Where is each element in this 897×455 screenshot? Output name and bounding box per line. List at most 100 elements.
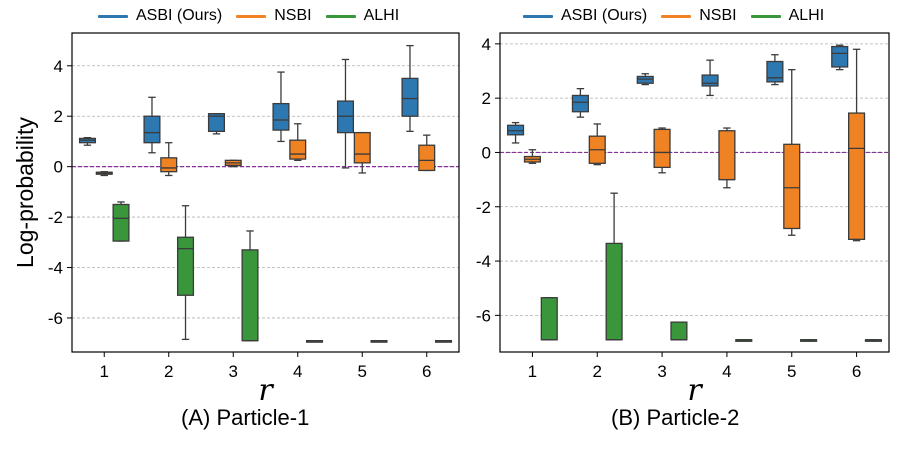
box-body: [670, 321, 688, 341]
legend-swatch-nsbi: [661, 14, 692, 18]
x-tick-label: 6: [422, 362, 431, 381]
legend-item-alhi: ALHI: [325, 7, 400, 25]
x-tick-label: 3: [657, 362, 666, 381]
legend-item-asbi: ASBI (Ours): [523, 7, 647, 25]
box-alhi-r2: [605, 192, 623, 341]
box-nsbi-r6: [848, 48, 866, 242]
box-nsbi-r5: [783, 69, 801, 236]
legend-label-alhi: ALHI: [788, 7, 825, 24]
y-tick-label: 0: [54, 158, 63, 177]
box-asbi-r6: [401, 44, 419, 132]
box-nsbi-r6: [418, 134, 436, 172]
x-axis-label: r: [687, 373, 703, 408]
box-alhi-r6: [434, 340, 453, 343]
box-nsbi-r5: [353, 131, 371, 174]
box-asbi-r3: [207, 113, 226, 135]
box-body: [241, 249, 259, 342]
box-alhi-r5: [800, 339, 818, 342]
box-body: [766, 60, 784, 83]
box-body: [401, 77, 419, 117]
box-nsbi-r2: [588, 123, 606, 166]
panel-a: -6 -4 -2 0 2 4 1 2 3 4 5 6 r Log-probability: [12, 32, 460, 408]
box-body: [506, 124, 525, 136]
box-asbi-r3: [636, 73, 654, 86]
caption-panel-a: (A) Particle-1: [181, 405, 310, 430]
y-tick-label: -2: [476, 198, 491, 217]
box-asbi-r1: [78, 137, 97, 146]
x-tick-label: 2: [593, 362, 602, 381]
x-tick-label: 4: [293, 362, 302, 381]
y-tick-label: -6: [48, 309, 63, 328]
box-body: [143, 115, 161, 144]
box-body: [272, 102, 290, 131]
y-tick-label: -6: [476, 306, 491, 325]
box-alhi-r2: [176, 205, 195, 341]
plot-frame: [499, 32, 890, 353]
box-asbi-r4: [272, 71, 290, 143]
legend-swatch-alhi: [750, 14, 781, 18]
legend-label-nsbi: NSBI: [274, 7, 312, 24]
x-tick-label: 1: [100, 362, 109, 381]
y-tick-label: 4: [54, 57, 63, 76]
box-body: [653, 128, 671, 169]
box-body: [112, 203, 130, 242]
x-tick-label: 3: [229, 362, 238, 381]
box-asbi-r1: [506, 121, 525, 144]
legend-label-asbi: ASBI (Ours): [561, 7, 648, 24]
legend-swatch-alhi: [325, 14, 356, 18]
box-alhi-r3: [241, 230, 259, 342]
box-asbi-r5: [336, 58, 355, 169]
box-body: [848, 112, 866, 240]
box-body: [605, 242, 623, 341]
box-asbi-r5: [766, 54, 784, 86]
x-axis-label: r: [258, 373, 274, 408]
box-body: [783, 143, 801, 230]
box-body: [831, 45, 849, 68]
box-alhi-r4: [735, 339, 753, 342]
x-tick-label: 6: [852, 362, 861, 381]
box-body: [418, 144, 436, 172]
y-tick-label: -4: [476, 252, 491, 271]
box-asbi-r2: [571, 88, 589, 118]
box-alhi-r1: [112, 201, 130, 242]
box-alhi-r4: [305, 340, 324, 343]
box-nsbi-r4: [718, 127, 736, 189]
x-tick-label: 1: [528, 362, 537, 381]
x-tick-label: 2: [164, 362, 173, 381]
legend-label-nsbi: NSBI: [699, 7, 737, 24]
x-tick-label: 5: [787, 362, 796, 381]
box-body: [718, 130, 736, 181]
box-nsbi-r3: [653, 127, 671, 174]
box-body: [353, 131, 371, 164]
legend-item-asbi: ASBI (Ours): [98, 7, 222, 25]
plot-frame: [71, 32, 460, 353]
box-nsbi-r4: [289, 123, 307, 161]
x-tick-label: 4: [722, 362, 731, 381]
legend-panel-a: ASBI (Ours) NSBI ALHI: [98, 3, 413, 29]
y-tick-label: -4: [48, 259, 63, 278]
legend-swatch-nsbi: [236, 14, 267, 18]
box-body: [289, 139, 307, 160]
box-nsbi-r1: [523, 149, 541, 164]
legend-label-alhi: ALHI: [363, 7, 400, 24]
y-tick-label: -2: [48, 208, 63, 227]
x-tick-label: 5: [358, 362, 367, 381]
legend-item-nsbi: NSBI: [236, 7, 312, 25]
box-nsbi-r2: [160, 142, 178, 177]
y-tick-label: 4: [482, 35, 491, 54]
box-nsbi-r1: [95, 171, 113, 177]
y-tick-label: 0: [482, 143, 491, 162]
legend-panel-b: ASBI (Ours) NSBI ALHI: [523, 3, 838, 29]
panel-b: -6 -4 -2 0 2 4 1 2 3 4 5 6 r: [476, 32, 890, 408]
box-alhi-r5: [370, 340, 388, 343]
box-asbi-r6: [831, 44, 849, 71]
box-body: [207, 113, 226, 132]
box-body: [176, 236, 195, 296]
box-asbi-r2: [143, 96, 161, 154]
y-axis-label: Log-probability: [12, 117, 38, 268]
box-alhi-r6: [864, 339, 883, 342]
box-body: [571, 94, 589, 113]
box-body: [636, 75, 654, 84]
legend-swatch-asbi: [98, 14, 128, 18]
